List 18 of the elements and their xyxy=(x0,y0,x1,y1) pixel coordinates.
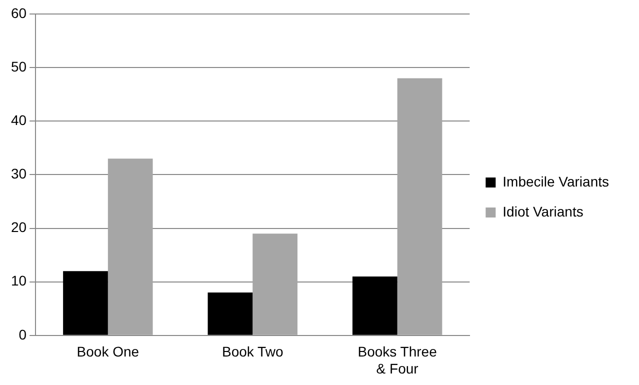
x-tick-label: Book One xyxy=(76,344,140,360)
x-tick-label: Books Three & Four xyxy=(358,344,438,376)
bar xyxy=(352,276,398,335)
bar xyxy=(252,234,298,335)
y-tick-label: 30 xyxy=(10,166,27,182)
y-tick-label: 50 xyxy=(10,58,27,74)
y-tick-label: 60 xyxy=(10,4,27,21)
bar xyxy=(208,292,253,335)
bar xyxy=(63,271,108,335)
y-tick-label: 20 xyxy=(10,219,27,236)
y-tick-label: 10 xyxy=(10,272,27,289)
bar xyxy=(397,78,442,335)
x-tick-label: Book Two xyxy=(222,344,284,360)
bar xyxy=(108,158,153,335)
legend-label: Imbecile Variants xyxy=(502,173,610,190)
legend-label: Idiot Variants xyxy=(502,203,584,220)
y-tick-label: 40 xyxy=(10,112,27,128)
y-tick-label: 0 xyxy=(18,326,27,342)
